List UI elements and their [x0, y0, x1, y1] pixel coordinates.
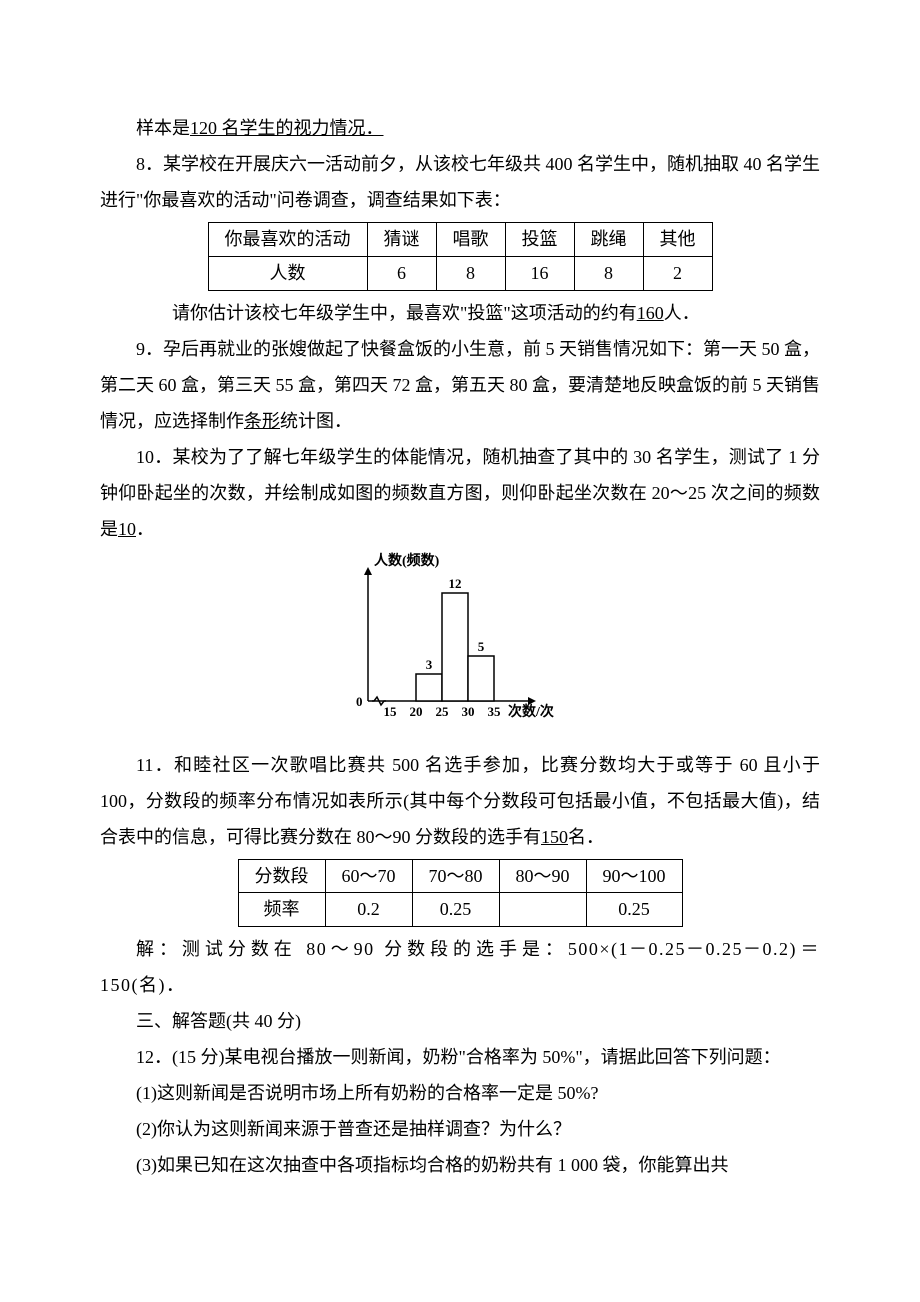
- q11-solution: 解：测试分数在 80～90 分数段的选手是：500×(1－0.25－0.25－0…: [100, 931, 820, 1003]
- svg-text:20: 20: [410, 704, 423, 719]
- q8-h4: 跳绳: [574, 223, 643, 257]
- q11-table: 分数段 60～70 70～80 80～90 90～100 频率 0.2 0.25…: [238, 859, 683, 928]
- q8-v2: 16: [505, 256, 574, 290]
- q8-h0: 你最喜欢的活动: [208, 223, 367, 257]
- q12-stem: 12．(15 分)某电视台播放一则新闻，奶粉"合格率为 50%"，请据此回答下列…: [100, 1039, 820, 1075]
- svg-text:25: 25: [436, 704, 450, 719]
- q11-v1: 0.25: [412, 893, 499, 927]
- q11-v3: 0.25: [586, 893, 682, 927]
- q9-post: 统计图．: [280, 411, 352, 431]
- q11-pre: 11．和睦社区一次歌唱比赛共 500 名选手参加，比赛分数均大于或等于 60 且…: [100, 755, 820, 847]
- svg-text:12: 12: [449, 576, 462, 591]
- histogram-svg: 人数(频数) 0 15 20 25 30 35 次数/次 3 12 5: [330, 551, 590, 731]
- svg-text:0: 0: [356, 694, 363, 709]
- sample-pre: 样本是: [136, 118, 190, 138]
- q8-v0: 6: [367, 256, 436, 290]
- q10-ul: 10: [118, 519, 136, 539]
- svg-text:5: 5: [478, 639, 485, 654]
- q8-after-ul: 160: [637, 303, 664, 323]
- q10-text: 10．某校为了了解七年级学生的体能情况，随机抽查了其中的 30 名学生，测试了 …: [100, 439, 820, 547]
- svg-text:35: 35: [488, 704, 502, 719]
- table-row: 你最喜欢的活动 猜谜 唱歌 投篮 跳绳 其他: [208, 223, 712, 257]
- table-row: 人数 6 8 16 8 2: [208, 256, 712, 290]
- q11-ul: 150: [541, 827, 568, 847]
- q11-v0: 0.2: [325, 893, 412, 927]
- q8-v1: 8: [436, 256, 505, 290]
- q8-after-pre: 请你估计该校七年级学生中，最喜欢"投篮"这项活动的约有: [172, 303, 637, 323]
- q11-post: 名．: [568, 827, 604, 847]
- table-row: 分数段 60～70 70～80 80～90 90～100: [238, 859, 682, 893]
- q10-chart: 人数(频数) 0 15 20 25 30 35 次数/次 3 12 5: [100, 551, 820, 743]
- q8-h1: 猜谜: [367, 223, 436, 257]
- q8-after: 请你估计该校七年级学生中，最喜欢"投篮"这项活动的约有160人．: [136, 295, 820, 331]
- svg-text:次数/次: 次数/次: [508, 703, 554, 720]
- q11-s0: 60～70: [325, 859, 412, 893]
- svg-text:人数(频数): 人数(频数): [374, 552, 440, 569]
- section-3-heading: 三、解答题(共 40 分): [100, 1003, 820, 1039]
- q8-text: 8．某学校在开展庆六一活动前夕，从该校七年级共 400 名学生中，随机抽取 40…: [100, 146, 820, 218]
- q11-v2: [499, 893, 586, 927]
- q8-h5: 其他: [643, 223, 712, 257]
- q9-text: 9．孕后再就业的张嫂做起了快餐盒饭的小生意，前 5 天销售情况如下：第一天 50…: [100, 331, 820, 439]
- q11-hl: 分数段: [238, 859, 325, 893]
- svg-text:3: 3: [426, 657, 433, 672]
- sample-ul: 120 名学生的视力情况．: [190, 118, 384, 138]
- svg-text:15: 15: [384, 704, 398, 719]
- sample-line: 样本是120 名学生的视力情况．: [100, 110, 820, 146]
- q10-post: ．: [136, 519, 154, 539]
- q8-after-post: 人．: [664, 303, 700, 323]
- q11-s2: 80～90: [499, 859, 586, 893]
- table-row: 频率 0.2 0.25 0.25: [238, 893, 682, 927]
- q8-rl: 人数: [208, 256, 367, 290]
- q8-v4: 2: [643, 256, 712, 290]
- q11-s3: 90～100: [586, 859, 682, 893]
- q12-part1: (1)这则新闻是否说明市场上所有奶粉的合格率一定是 50%?: [100, 1075, 820, 1111]
- q11-rl: 频率: [238, 893, 325, 927]
- svg-text:30: 30: [462, 704, 475, 719]
- q8-h3: 投篮: [505, 223, 574, 257]
- q12-part2: (2)你认为这则新闻来源于普查还是抽样调查？为什么？: [100, 1111, 820, 1147]
- q8-table: 你最喜欢的活动 猜谜 唱歌 投篮 跳绳 其他 人数 6 8 16 8 2: [208, 222, 713, 291]
- q9-pre: 9．孕后再就业的张嫂做起了快餐盒饭的小生意，前 5 天销售情况如下：第一天 50…: [100, 339, 820, 431]
- q8-v3: 8: [574, 256, 643, 290]
- q10-pre: 10．某校为了了解七年级学生的体能情况，随机抽查了其中的 30 名学生，测试了 …: [100, 447, 820, 539]
- q8-h2: 唱歌: [436, 223, 505, 257]
- q9-ul: 条形: [244, 411, 280, 431]
- q11-s1: 70～80: [412, 859, 499, 893]
- q12-part3: (3)如果已知在这次抽查中各项指标均合格的奶粉共有 1 000 袋，你能算出共: [100, 1147, 820, 1183]
- q11-text: 11．和睦社区一次歌唱比赛共 500 名选手参加，比赛分数均大于或等于 60 且…: [100, 747, 820, 855]
